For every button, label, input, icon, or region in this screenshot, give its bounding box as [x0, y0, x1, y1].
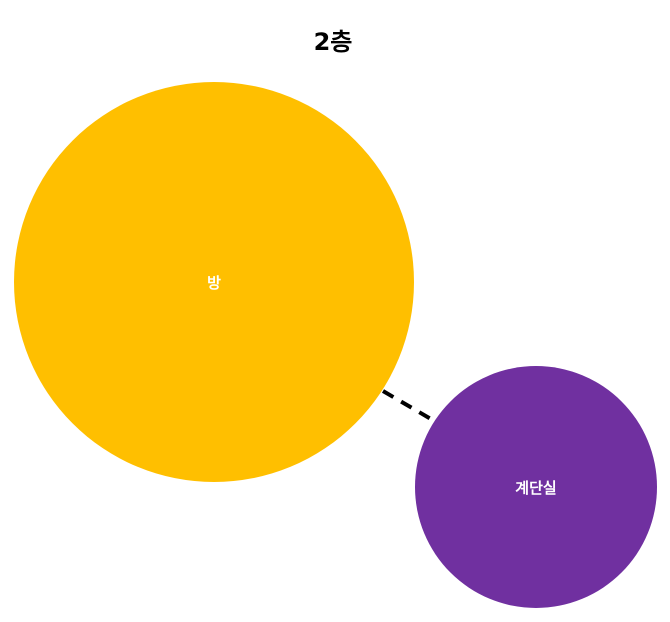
node-room — [14, 82, 414, 482]
edge-room-stairwell — [381, 389, 438, 424]
node-stairwell-label: 계단실 — [515, 479, 556, 497]
node-stairwell — [415, 366, 657, 608]
node-room-label: 방 — [207, 274, 221, 292]
diagram-title: 2층 — [314, 28, 353, 56]
